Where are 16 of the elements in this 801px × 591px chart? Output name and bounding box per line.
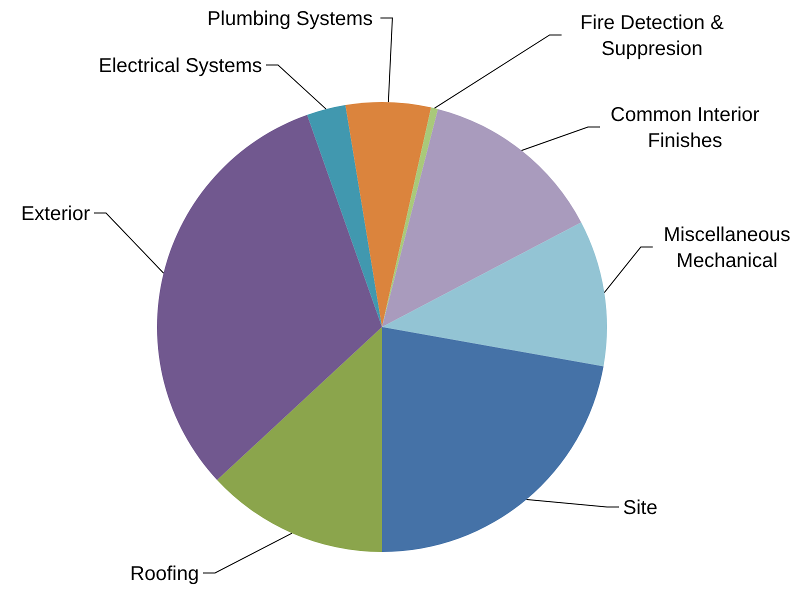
pie-slice xyxy=(382,327,604,552)
pie-slice xyxy=(307,104,382,327)
slice-label: Exterior xyxy=(21,203,90,225)
slice-label: Electrical Systems xyxy=(98,55,262,77)
slice-label: Fire Detection & Suppresion xyxy=(580,12,724,60)
pie-slice xyxy=(345,102,432,327)
slice-label: Roofing xyxy=(130,563,199,585)
pie-slice xyxy=(382,222,607,366)
pie-slice xyxy=(382,107,438,327)
slice-label: Common Interior Finishes xyxy=(610,104,760,152)
slice-label: Site xyxy=(623,497,658,519)
pie-slice xyxy=(382,109,582,327)
pie-slice xyxy=(157,114,382,480)
slice-label: Plumbing Systems xyxy=(207,8,373,30)
pie-slice xyxy=(217,327,382,552)
slice-label: Miscellaneous Mechanical xyxy=(664,224,790,272)
